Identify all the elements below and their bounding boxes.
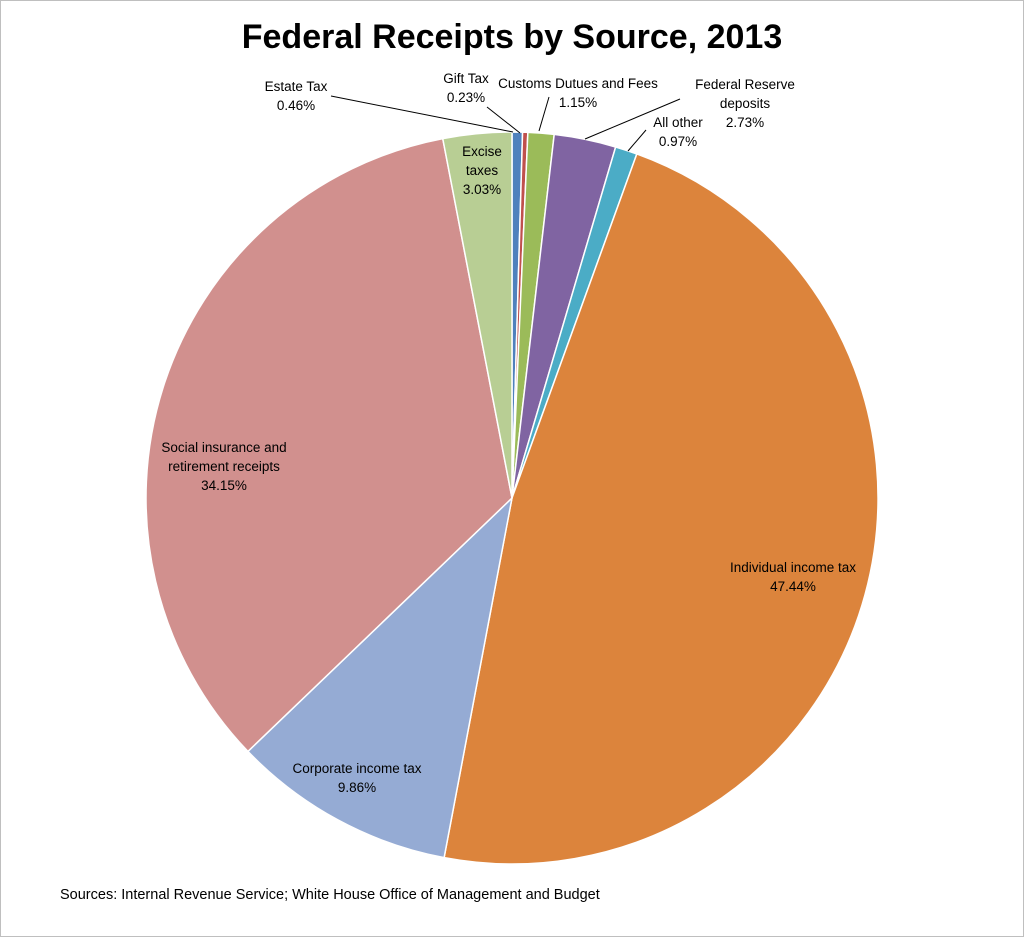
chart-title: Federal Receipts by Source, 2013 [242,18,782,56]
slice-label-estate-tax: Estate Tax 0.46% [265,79,328,113]
slice-label-social-insurance-and-retirement-receipts: Social insurance and retirement receipts 3… [161,440,286,493]
leader-line-estate-tax [330,95,514,133]
slice-label-individual-income-tax: Individual income tax 47.44% [730,560,856,594]
leader-lines [330,95,681,152]
slice-label-excise-taxes: Excise taxes 3.03% [462,144,502,197]
leader-line-customs-dutues-and-fees [538,96,550,132]
slice-label-corporate-income-tax: Corporate income tax 9.86% [292,761,421,795]
pie-slices [145,131,879,865]
slice-label-customs-dutues-and-fees: Customs Dutues and Fees 1.15% [498,76,658,110]
leader-line-federal-reserve-deposits [584,98,681,140]
slice-label-federal-reserve-deposits: Federal Reserve deposits 2.73% [695,77,795,130]
pie-slice-individual-income-tax [443,152,879,865]
leader-line-all-other [627,129,647,152]
slice-label-gift-tax: Gift Tax 0.23% [443,71,489,105]
slice-labels: Estate Tax 0.46% Gift Tax 0.23% Customs Dutu… [161,71,856,795]
slice-label-all-other: All other 0.97% [653,115,703,149]
pie-slice-social-insurance-and-retirement-receipts [145,137,513,753]
leader-line-gift-tax [486,106,521,134]
sources-note: Sources: Internal Revenue Service; White… [60,887,600,903]
pie-slice-corporate-income-tax [246,495,514,859]
